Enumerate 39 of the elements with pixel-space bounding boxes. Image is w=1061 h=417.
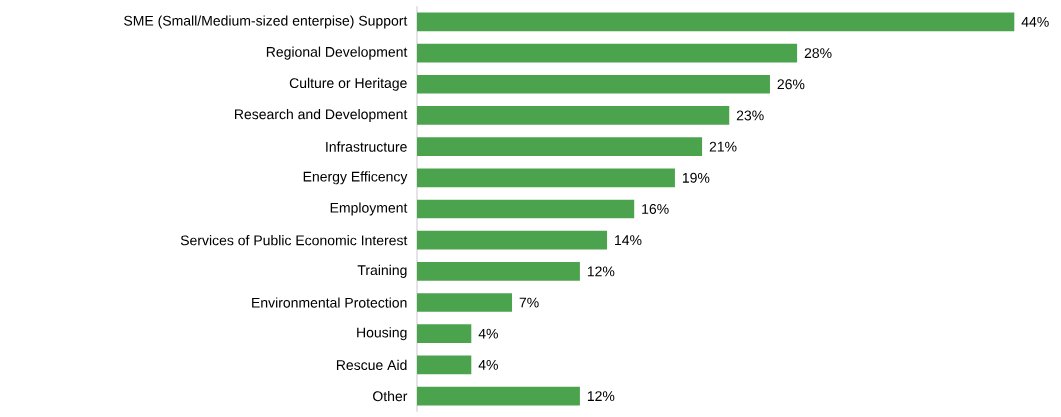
y-tick-label: Culture or Heritage bbox=[289, 77, 407, 91]
y-tick-label: Energy Efficency bbox=[303, 171, 408, 185]
data-label: 21% bbox=[709, 141, 737, 152]
bar bbox=[417, 12, 1015, 32]
data-label: 19% bbox=[682, 172, 710, 183]
y-tick-label: Services of Public Economic Interest bbox=[180, 235, 408, 246]
data-label: 12% bbox=[587, 266, 615, 277]
bar bbox=[417, 386, 580, 406]
data-label: 7% bbox=[519, 297, 539, 308]
y-tick-label: Training bbox=[357, 264, 407, 278]
bar bbox=[417, 106, 730, 125]
bar bbox=[417, 324, 472, 344]
data-label: 16% bbox=[642, 204, 669, 214]
bar bbox=[417, 137, 703, 156]
y-tick-label: Research and Development bbox=[235, 108, 408, 122]
y-tick-label: Other bbox=[373, 390, 408, 402]
data-label: 12% bbox=[587, 391, 615, 401]
bar bbox=[417, 262, 580, 281]
bar bbox=[417, 43, 798, 63]
y-tick-label: Housing bbox=[357, 327, 407, 341]
data-label: 44% bbox=[1021, 17, 1049, 27]
bar bbox=[417, 355, 472, 375]
bar bbox=[417, 168, 675, 188]
data-label: 23% bbox=[736, 110, 764, 121]
y-tick-label: Infrastructure bbox=[326, 141, 407, 152]
bar bbox=[417, 230, 608, 250]
bar bbox=[417, 293, 513, 312]
data-label: 26% bbox=[777, 79, 805, 90]
y-tick-label: SME (Small/Medium-sized enterpise) Support bbox=[124, 15, 408, 29]
bar bbox=[417, 199, 635, 219]
bar bbox=[417, 74, 770, 94]
y-tick-label: Employment bbox=[330, 202, 408, 216]
data-label: 4% bbox=[478, 360, 498, 370]
y-tick-label: Regional Development bbox=[266, 46, 408, 60]
data-label: 28% bbox=[804, 48, 832, 59]
data-label: 14% bbox=[615, 235, 642, 246]
data-label: 4% bbox=[478, 328, 498, 339]
y-tick-label: Environmental Protection bbox=[252, 297, 407, 308]
y-tick-label: Rescue Aid bbox=[336, 359, 407, 371]
